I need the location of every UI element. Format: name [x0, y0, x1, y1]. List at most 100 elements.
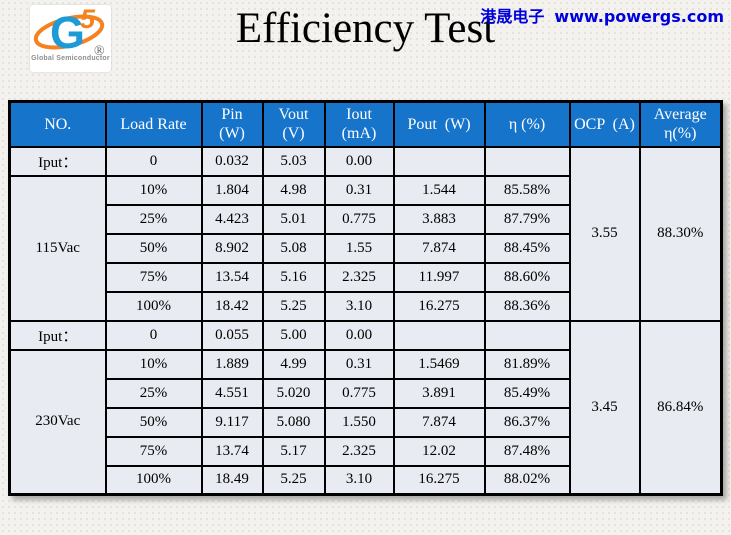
- cell-vout: 5.17: [261, 435, 326, 467]
- cell-pout: 16.275: [392, 290, 486, 322]
- cell-load-rate: 100%: [104, 464, 203, 496]
- cell-pout: 16.275: [392, 464, 486, 496]
- table-row: 100% 18.49 5.25 3.10 16.275 88.02%: [10, 464, 722, 496]
- cell-iout: 1.550: [323, 406, 395, 438]
- cell-pout: [392, 319, 486, 351]
- cell-load-rate: 25%: [104, 377, 203, 409]
- cell-load-rate: 0: [104, 145, 203, 177]
- cell-no: Iput：: [8, 145, 107, 177]
- cell-vout: 5.25: [261, 464, 326, 496]
- watermark: 港晟电子 www.powergs.com: [480, 3, 724, 27]
- cell-pin: 9.117: [200, 406, 264, 438]
- cell-pin: 13.54: [200, 261, 264, 293]
- cell-load-rate: 50%: [104, 232, 203, 264]
- cell-eff: 88.45%: [483, 232, 571, 264]
- table-row: 100% 18.42 5.25 3.10 16.275 88.36%: [10, 290, 722, 322]
- cell-load-rate: 50%: [104, 406, 203, 438]
- cell-pin: 18.49: [200, 464, 264, 496]
- cell-pin: 18.42: [200, 290, 264, 322]
- cell-vout: 5.08: [261, 232, 326, 264]
- col-header-eff: η (%): [483, 100, 571, 148]
- registered-mark: ®: [94, 44, 105, 57]
- col-header-iout: Iout (mA): [323, 100, 395, 148]
- watermark-url: www.powergs.com: [554, 7, 724, 26]
- cell-vout: 5.01: [261, 203, 326, 235]
- table-row: 50% 8.902 5.08 1.55 7.874 88.45%: [10, 232, 722, 264]
- cell-iout: 2.325: [323, 435, 395, 467]
- cell-eff: 87.48%: [483, 435, 571, 467]
- cell-no: Iput：: [8, 319, 107, 351]
- cell-vout: 5.16: [261, 261, 326, 293]
- cell-pout: 12.02: [392, 435, 486, 467]
- col-header-load-rate: Load Rate: [104, 100, 203, 148]
- cell-iout: 2.325: [323, 261, 395, 293]
- cell-pout: [392, 145, 486, 177]
- cell-section-name: 230Vac: [8, 348, 107, 496]
- cell-eff: 85.58%: [483, 174, 571, 206]
- cell-load-rate: 10%: [104, 348, 203, 380]
- cell-vout: 5.080: [261, 406, 326, 438]
- cell-eff: 88.60%: [483, 261, 571, 293]
- col-header-pin: Pin (W): [200, 100, 264, 148]
- cell-eff: 88.02%: [483, 464, 571, 496]
- cell-load-rate: 10%: [104, 174, 203, 206]
- cell-average-eff: 88.30%: [638, 145, 723, 322]
- efficiency-table: NO. Load Rate Pin (W) Vout (V) Iout (mA)…: [8, 100, 723, 496]
- cell-iout: 3.10: [323, 464, 395, 496]
- cell-load-rate: 0: [104, 319, 203, 351]
- cell-vout: 5.03: [261, 145, 326, 177]
- cell-pout: 11.997: [392, 261, 486, 293]
- cell-pin: 4.551: [200, 377, 264, 409]
- cell-eff: 81.89%: [483, 348, 571, 380]
- cell-iout: 3.10: [323, 290, 395, 322]
- cell-load-rate: 75%: [104, 435, 203, 467]
- page-title: Efficiency Test: [235, 5, 496, 52]
- logo-caption: Global Semiconductor: [31, 55, 110, 62]
- cell-eff: [483, 319, 571, 351]
- cell-vout: 5.25: [261, 290, 326, 322]
- cell-load-rate: 100%: [104, 290, 203, 322]
- cell-iout: 0.775: [323, 203, 395, 235]
- cell-load-rate: 75%: [104, 261, 203, 293]
- cell-eff: [483, 145, 571, 177]
- cell-iout: 0.00: [323, 319, 395, 351]
- cell-section-name: 115Vac: [8, 174, 107, 322]
- g5-logo-icon: G 5 ®: [33, 5, 105, 57]
- col-header-average-eff: Average η(%): [638, 100, 723, 148]
- cell-eff: 86.37%: [483, 406, 571, 438]
- cell-vout: 5.00: [261, 319, 326, 351]
- table-header-row: NO. Load Rate Pin (W) Vout (V) Iout (mA)…: [8, 100, 723, 148]
- table-row: 75% 13.74 5.17 2.325 12.02 87.48%: [10, 435, 722, 467]
- cell-vout: 4.98: [261, 174, 326, 206]
- watermark-company: 港晟电子: [480, 7, 545, 26]
- cell-pout: 3.883: [392, 203, 486, 235]
- cell-iout: 0.31: [323, 174, 395, 206]
- cell-eff: 88.36%: [483, 290, 571, 322]
- cell-iout: 0.00: [323, 145, 395, 177]
- cell-average-eff: 86.84%: [638, 319, 723, 496]
- table-row: Iput： 0 0.055 5.00 0.00 3.45 86.84%: [8, 319, 723, 496]
- cell-pin: 8.902: [200, 232, 264, 264]
- cell-pin: 1.889: [200, 348, 264, 380]
- logo-letter: G: [50, 7, 85, 57]
- cell-pin: 0.032: [200, 145, 264, 177]
- cell-eff: 85.49%: [483, 377, 571, 409]
- cell-pin: 13.74: [200, 435, 264, 467]
- cell-iout: 0.775: [323, 377, 395, 409]
- col-header-pout: Pout (W): [392, 100, 486, 148]
- table-row: 75% 13.54 5.16 2.325 11.997 88.60%: [10, 261, 722, 293]
- cell-pout: 3.891: [392, 377, 486, 409]
- col-header-no: NO.: [8, 100, 107, 148]
- cell-load-rate: 25%: [104, 203, 203, 235]
- table-row: 25% 4.423 5.01 0.775 3.883 87.79%: [10, 203, 722, 235]
- col-header-vout: Vout (V): [261, 100, 326, 148]
- cell-pout: 1.544: [392, 174, 486, 206]
- table-row: Iput： 0 0.032 5.03 0.00 3.55 88.30%: [8, 145, 723, 322]
- table-row: 25% 4.551 5.020 0.775 3.891 85.49%: [10, 377, 722, 409]
- cell-pout: 7.874: [392, 406, 486, 438]
- cell-pin: 1.804: [200, 174, 264, 206]
- table-row: 50% 9.117 5.080 1.550 7.874 86.37%: [10, 406, 722, 438]
- cell-pout: 1.5469: [392, 348, 486, 380]
- table-row: 115Vac 10% 1.804 4.98 0.31 1.544 85.58%: [8, 174, 722, 322]
